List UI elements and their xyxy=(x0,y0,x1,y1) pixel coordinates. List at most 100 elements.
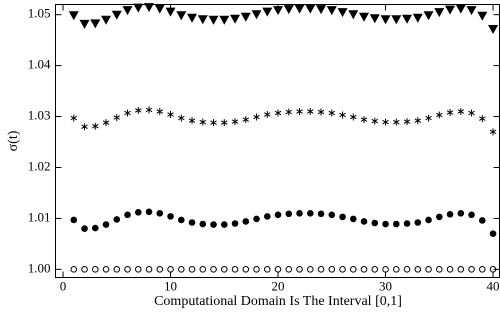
point xyxy=(403,266,411,273)
point xyxy=(210,119,217,127)
point xyxy=(91,266,99,273)
point xyxy=(208,15,219,25)
point xyxy=(263,213,271,220)
point xyxy=(145,208,153,216)
point xyxy=(371,117,379,125)
point xyxy=(446,211,454,218)
point xyxy=(350,113,357,121)
point xyxy=(219,15,230,25)
point xyxy=(133,3,144,13)
point xyxy=(188,117,196,125)
point xyxy=(317,108,325,116)
point xyxy=(488,24,499,34)
point xyxy=(348,10,359,20)
point xyxy=(122,6,133,16)
point xyxy=(425,216,432,224)
point xyxy=(294,4,305,14)
point xyxy=(101,15,112,25)
point xyxy=(251,10,262,20)
point xyxy=(479,115,486,123)
y-tick-label: 1.00 xyxy=(28,260,51,275)
point xyxy=(124,211,131,219)
point xyxy=(425,266,432,273)
point xyxy=(296,107,303,115)
point xyxy=(360,218,368,225)
point xyxy=(489,128,497,136)
x-tick-label: 0 xyxy=(60,278,67,293)
point xyxy=(230,14,241,24)
point xyxy=(403,220,411,227)
point xyxy=(403,118,411,126)
point xyxy=(435,266,443,273)
point xyxy=(326,6,337,16)
point xyxy=(274,266,282,273)
point xyxy=(371,219,379,227)
point xyxy=(457,266,465,273)
point xyxy=(156,266,164,273)
point xyxy=(369,14,380,24)
point xyxy=(135,106,142,114)
point xyxy=(68,11,79,21)
point xyxy=(177,266,185,273)
point xyxy=(414,219,422,226)
point xyxy=(145,266,153,273)
point xyxy=(306,266,314,273)
point xyxy=(306,210,314,217)
point xyxy=(178,114,185,122)
point xyxy=(466,6,477,16)
point xyxy=(156,210,164,217)
y-tick-label: 1.04 xyxy=(28,57,51,72)
point xyxy=(283,5,294,15)
point xyxy=(445,5,456,15)
point xyxy=(380,15,391,25)
point xyxy=(274,211,282,219)
point xyxy=(468,266,475,273)
point xyxy=(264,111,271,119)
point xyxy=(210,221,217,228)
point xyxy=(81,225,88,232)
x-tick-label: 20 xyxy=(272,278,285,293)
point xyxy=(446,108,454,116)
point xyxy=(317,266,325,273)
y-tick-label: 1.03 xyxy=(28,108,51,123)
point xyxy=(144,3,155,13)
point xyxy=(134,266,142,273)
point xyxy=(360,116,368,124)
point xyxy=(197,15,208,25)
point xyxy=(242,218,250,225)
point xyxy=(274,109,282,117)
point xyxy=(177,216,185,224)
point xyxy=(412,13,423,23)
point xyxy=(92,122,99,130)
x-tick-label: 40 xyxy=(487,278,500,293)
point xyxy=(392,220,400,228)
point xyxy=(423,11,434,21)
point xyxy=(360,266,368,273)
point xyxy=(317,210,325,218)
point xyxy=(70,114,78,122)
point xyxy=(176,11,187,21)
point xyxy=(111,10,122,20)
x-axis-label: Computational Domain Is The Interval [0,… xyxy=(154,294,402,309)
point xyxy=(253,215,260,223)
point xyxy=(70,266,78,273)
point xyxy=(414,117,422,125)
point xyxy=(253,113,260,121)
point xyxy=(339,213,346,221)
y-tick-label: 1.01 xyxy=(28,209,51,224)
y-axis-label: σ(t) xyxy=(6,130,21,151)
point xyxy=(113,216,121,223)
point xyxy=(457,210,465,217)
point xyxy=(188,219,196,226)
y-tick-label: 1.02 xyxy=(28,158,51,173)
point xyxy=(436,111,443,119)
point xyxy=(402,14,413,24)
point xyxy=(455,4,466,14)
point xyxy=(113,114,121,122)
point xyxy=(102,266,110,273)
point xyxy=(305,4,316,14)
plot-frame xyxy=(55,4,500,278)
point xyxy=(316,5,327,15)
point xyxy=(392,266,400,273)
